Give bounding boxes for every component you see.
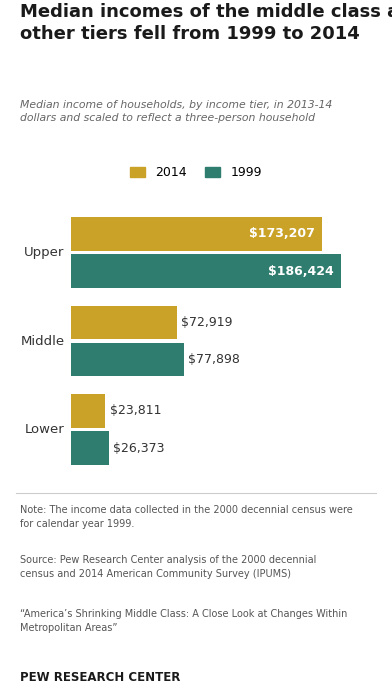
Bar (71, 217, 322, 251)
Bar (71, 343, 184, 376)
Bar (71, 394, 105, 428)
Text: $26,373: $26,373 (113, 441, 165, 455)
Text: $186,424: $186,424 (269, 264, 334, 277)
Text: $173,207: $173,207 (249, 228, 315, 240)
Text: Upper: Upper (24, 246, 65, 259)
Text: Middle: Middle (20, 334, 65, 347)
Text: Median incomes of the middle class and
other tiers fell from 1999 to 2014: Median incomes of the middle class and o… (20, 3, 392, 43)
Text: PEW RESEARCH CENTER: PEW RESEARCH CENTER (20, 671, 180, 684)
Text: Note: The income data collected in the 2000 decennial census were
for calendar y: Note: The income data collected in the 2… (20, 505, 352, 529)
Bar (71, 306, 176, 339)
Text: $23,811: $23,811 (109, 404, 161, 417)
Bar (71, 254, 341, 288)
Text: Median income of households, by income tier, in 2013-14
dollars and scaled to re: Median income of households, by income t… (20, 100, 332, 123)
Text: Lower: Lower (25, 423, 65, 436)
Legend: 2014, 1999: 2014, 1999 (125, 161, 267, 185)
Text: $77,898: $77,898 (188, 353, 240, 366)
Bar (71, 431, 109, 465)
Text: “America’s Shrinking Middle Class: A Close Look at Changes Within
Metropolitan A: “America’s Shrinking Middle Class: A Clo… (20, 609, 347, 633)
Text: $72,919: $72,919 (181, 316, 232, 329)
Text: Source: Pew Research Center analysis of the 2000 decennial
census and 2014 Ameri: Source: Pew Research Center analysis of … (20, 555, 316, 579)
